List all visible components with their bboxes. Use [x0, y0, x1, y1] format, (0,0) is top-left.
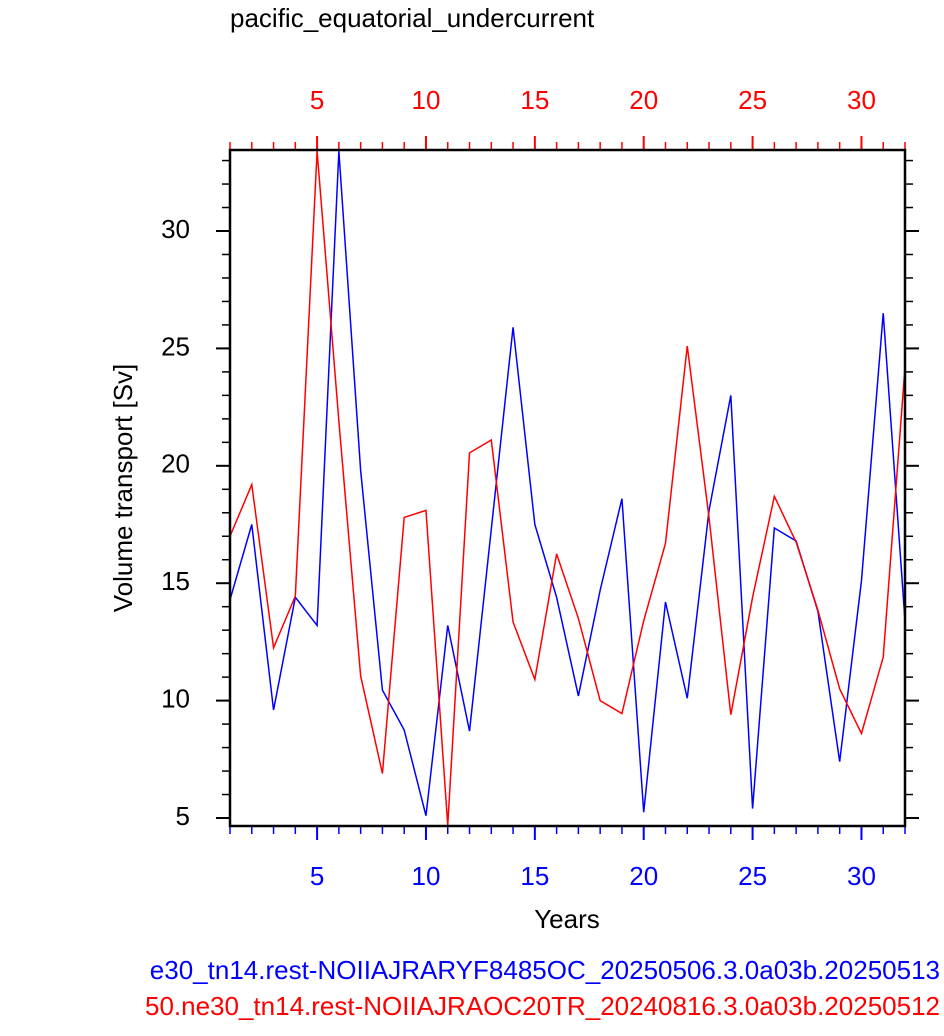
- y-tick-label: 25: [161, 331, 190, 361]
- y-tick-label: 15: [161, 566, 190, 596]
- x2-tick-label: 10: [412, 85, 441, 115]
- x2-tick-label: 5: [310, 85, 324, 115]
- x-tick-label: 25: [738, 861, 767, 891]
- chart-title: pacific_equatorial_undercurrent: [230, 3, 595, 33]
- y-axis-label: Volume transport [Sv]: [108, 364, 138, 613]
- plot-frame: [228, 148, 907, 828]
- legend-label: 50.ne30_tn14.rest-NOIIAJRAOC20TR_2024081…: [145, 991, 940, 1021]
- x2-tick-label: 25: [738, 85, 767, 115]
- x2-tick-label: 20: [629, 85, 658, 115]
- y-tick-label: 30: [161, 214, 190, 244]
- x-tick-label: 20: [629, 861, 658, 891]
- y-tick-label: 10: [161, 683, 190, 713]
- y-tick-label: 5: [176, 801, 190, 831]
- x-tick-label: 15: [520, 861, 549, 891]
- x-axis-label: Years: [534, 904, 600, 934]
- series-line: [230, 151, 905, 816]
- y-tick-label: 20: [161, 449, 190, 479]
- x2-tick-label: 15: [520, 85, 549, 115]
- legend-label: e30_tn14.rest-NOIIAJRARYF8485OC_20250506…: [150, 955, 940, 985]
- x-tick-label: 30: [847, 861, 876, 891]
- x2-tick-label: 30: [847, 85, 876, 115]
- x-tick-label: 10: [412, 861, 441, 891]
- x-tick-label: 5: [310, 861, 324, 891]
- series-line: [230, 151, 905, 826]
